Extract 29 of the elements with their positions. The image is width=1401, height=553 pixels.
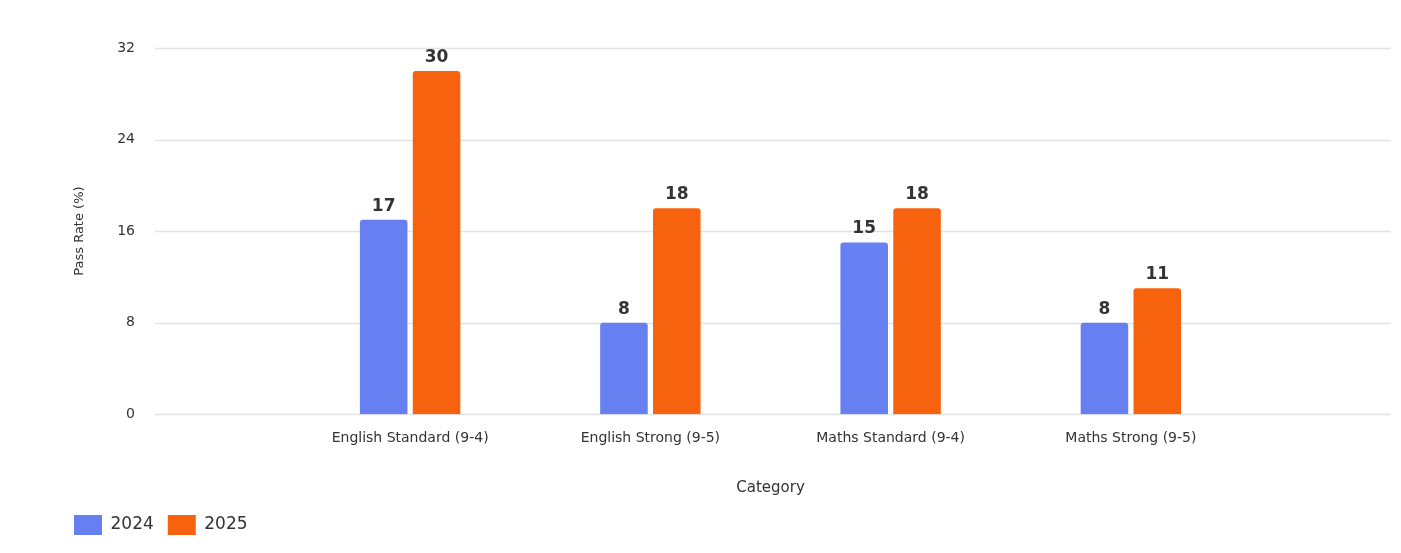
legend-label: 2025	[204, 513, 248, 534]
bar	[1080, 322, 1129, 415]
y-tick-label: 16	[117, 221, 136, 238]
bar	[1133, 288, 1182, 415]
bar	[653, 208, 701, 415]
x-axis-title: Category	[736, 477, 805, 496]
bar	[412, 70, 461, 415]
y-tick-label: 8	[126, 313, 135, 330]
data-label: 18	[664, 183, 689, 204]
bar	[359, 219, 408, 415]
bar	[600, 322, 648, 415]
data-label: 17	[371, 194, 396, 215]
data-label: 8	[1098, 297, 1111, 318]
x-tick-label: Maths Standard (9-4)	[816, 429, 965, 446]
x-tick-label: English Strong (9-5)	[580, 429, 721, 446]
bar	[840, 242, 888, 415]
y-tick-label: 32	[117, 38, 135, 55]
data-label: 15	[852, 217, 877, 238]
legend-label: 2024	[110, 513, 154, 534]
y-tick-label: 0	[126, 404, 135, 421]
bar	[893, 208, 941, 415]
x-tick-label: Maths Strong (9-5)	[1065, 429, 1197, 446]
data-label: 18	[905, 183, 929, 204]
y-axis-title: Pass Rate (%)	[71, 186, 87, 276]
x-tick-label: English Standard (9-4)	[331, 429, 489, 446]
data-label: 11	[1145, 263, 1170, 284]
data-label: 8	[618, 297, 630, 318]
data-label: 30	[424, 45, 449, 66]
y-tick-label: 24	[117, 130, 136, 147]
